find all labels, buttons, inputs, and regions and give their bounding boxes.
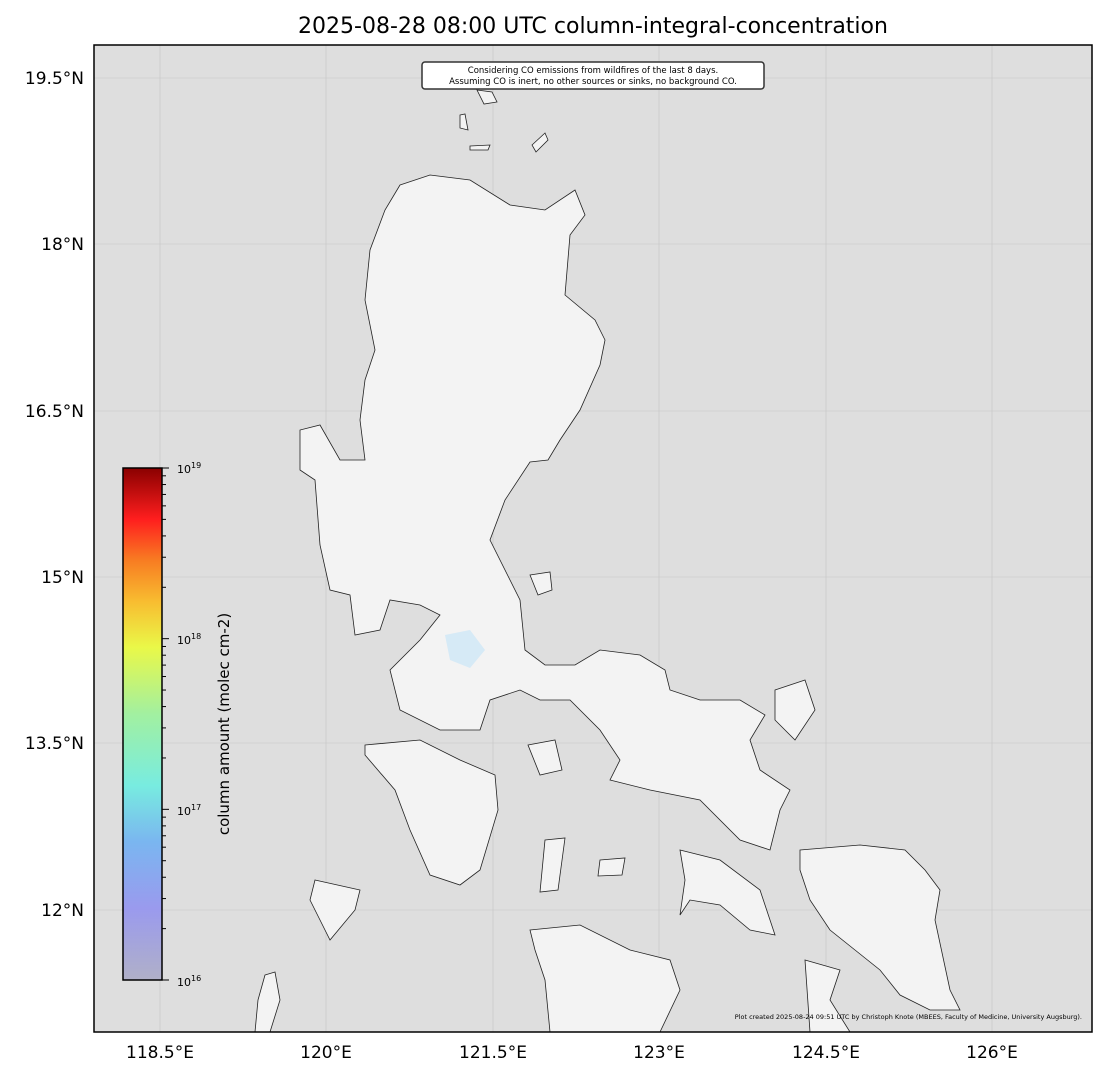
colorbar-tick-1e17: 1017 xyxy=(177,803,201,818)
colorbar-tick-1e16: 1016 xyxy=(177,974,201,989)
land xyxy=(254,89,961,1032)
romblon xyxy=(539,837,566,893)
chart-title: 2025-08-28 08:00 UTC column-integral-con… xyxy=(298,14,888,39)
ocean xyxy=(94,45,1092,1032)
lat-tick: 18°N xyxy=(41,235,84,255)
lon-tick: 124.5°E xyxy=(792,1043,860,1063)
lon-tick-labels: 118.5°E 120°E 121.5°E 123°E 124.5°E 126°… xyxy=(126,1043,1018,1063)
lon-tick: 121.5°E xyxy=(459,1043,527,1063)
credit-text: Plot created 2025-08-24 09:51 UTC by Chr… xyxy=(735,1013,1082,1021)
babuyan-3 xyxy=(469,144,491,151)
samar xyxy=(799,844,961,1011)
colorbar: 1016 1017 1018 1019 column amount (molec… xyxy=(122,461,233,989)
polillo xyxy=(529,571,553,596)
panay xyxy=(529,924,681,1032)
babuyan-4 xyxy=(531,132,549,153)
calamian xyxy=(309,879,361,941)
lat-tick: 15°N xyxy=(41,568,84,588)
masbate xyxy=(679,849,776,936)
leyte-negros xyxy=(804,959,851,1032)
lon-tick: 123°E xyxy=(633,1043,685,1063)
catanduanes xyxy=(774,679,816,741)
babuyan-2 xyxy=(476,89,498,105)
palawan-tip xyxy=(254,971,281,1032)
colorbar-tick-1e19: 1019 xyxy=(177,461,201,476)
lon-tick: 118.5°E xyxy=(126,1043,194,1063)
note-box: Considering CO emissions from wildfires … xyxy=(421,61,765,90)
lat-tick: 19.5°N xyxy=(25,69,84,89)
colorbar-tick-1e18: 1018 xyxy=(177,632,201,647)
map-panel: Considering CO emissions from wildfires … xyxy=(93,44,1093,1033)
colorbar-label: column amount (molec cm-2) xyxy=(215,613,233,835)
lat-tick-labels: 19.5°N 18°N 16.5°N 15°N 13.5°N 12°N xyxy=(25,69,84,921)
lake-laguna xyxy=(445,630,485,668)
colorbar-gradient xyxy=(122,467,163,981)
marinduque xyxy=(527,739,563,776)
ticao-burias xyxy=(597,857,626,877)
colorbar-ticks xyxy=(162,467,169,981)
mindoro xyxy=(364,739,499,886)
lon-tick: 126°E xyxy=(966,1043,1018,1063)
note-line-1: Considering CO emissions from wildfires … xyxy=(468,66,718,76)
lon-tick: 120°E xyxy=(300,1043,352,1063)
map-frame xyxy=(93,44,1093,1033)
babuyan-1 xyxy=(459,113,469,131)
lat-tick: 13.5°N xyxy=(25,734,84,754)
luzon xyxy=(299,174,791,851)
note-line-2: Assuming CO is inert, no other sources o… xyxy=(449,77,737,87)
lat-tick: 16.5°N xyxy=(25,402,84,422)
lat-tick: 12°N xyxy=(41,901,84,921)
